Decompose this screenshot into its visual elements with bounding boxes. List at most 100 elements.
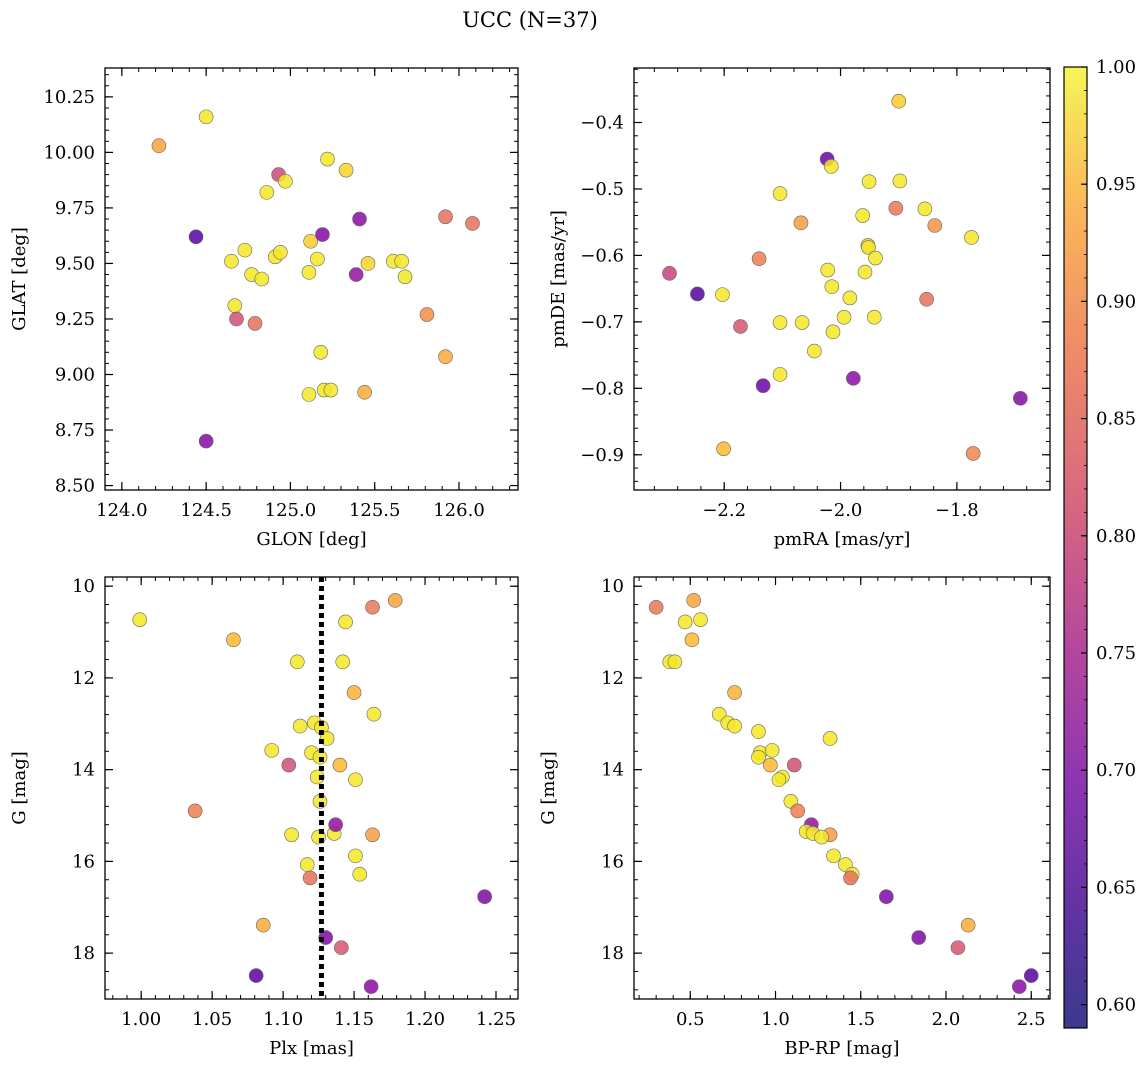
x-tick-label: 2.0 [932,1009,961,1030]
data-point [419,307,435,322]
data-point [763,757,778,773]
colorbar: 0.60 0.65 0.70 0.75 0.80 0.85 0.90 0.95 1.00 [1063,57,1136,1029]
x-tick-label: 125.0 [265,500,317,521]
data-point [917,201,933,217]
data-point [686,593,701,608]
colorbar-tick-label: 0.90 [1096,291,1136,312]
data-point [224,253,239,269]
data-point [836,309,852,325]
y-tick-label: −0.4 [580,112,624,133]
data-point [302,870,318,886]
y-tick-label: 14 [601,760,624,781]
data-point [648,599,664,615]
data-point [861,174,877,189]
y-tick-label: 10.00 [43,142,95,163]
data-point [814,829,829,845]
x-axis-label: pmRA [mas/yr] [774,529,911,550]
data-point [309,769,325,785]
x-tick-label: −2.0 [819,500,863,521]
data-point [292,718,308,734]
data-point [357,384,372,400]
data-point [888,200,904,216]
data-point [320,151,335,167]
data-point [278,173,293,189]
x-tick-label: 0.5 [676,1009,705,1030]
data-point [960,917,976,933]
data-point [284,827,299,843]
data-point [303,233,318,249]
data-point [226,632,241,648]
data-point [1023,968,1039,983]
x-tick-label: −2.2 [702,500,746,521]
y-tick-label: 10 [72,576,95,597]
data-point [879,889,894,905]
data-point [965,446,981,461]
data-point [438,349,453,365]
data-point [394,253,409,269]
y-tick-label: 12 [601,668,624,689]
data-point [352,211,367,227]
y-tick-label: −0.5 [580,179,624,200]
plot-frame [633,67,1051,491]
data-point [323,382,339,398]
data-point [360,256,376,271]
data-point [842,290,858,306]
y-tick-label: −0.8 [580,378,624,399]
data-point [334,940,349,955]
y-tick-label: 12 [72,668,95,689]
data-point [820,262,836,278]
data-point [892,173,908,189]
colorbar-tick-label: 0.70 [1096,760,1136,781]
data-point [772,186,788,201]
colorbar-gradient [1063,66,1088,1029]
data-point [188,229,204,245]
data-point [677,614,693,630]
data-point [198,433,214,449]
data-point [772,315,788,330]
data-point [786,757,802,773]
data-point [301,265,317,280]
scatter-panel-2: −2.2 −2.0 −1.8 −0.9 −0.8 −0.7 −0.6 −0.5 −0.4 pmRA… [548,67,1051,550]
data-point [855,208,870,223]
x-tick-label: 126.0 [433,500,485,521]
y-tick-label: 9.25 [55,309,95,330]
data-point [335,654,351,670]
y-tick-label: −0.7 [580,312,624,333]
data-point [919,291,934,307]
data-point [755,378,771,393]
data-point [667,654,683,670]
data-point [716,441,731,457]
scatter-panel-1: 124.0 124.5 125.0 125.5 126.0 8.50 8.75 9.00 9.2… [9,67,519,550]
y-tick-label: 16 [72,851,95,872]
data-point [727,685,742,700]
data-point [365,827,380,843]
data-point [793,215,809,231]
scatter-panel-4: 0.5 1.0 1.5 2.0 2.5 10 12 14 16 18 BP-RP [mag] G [m… [538,576,1051,1059]
colorbar-tick-label: 0.60 [1096,995,1136,1016]
x-tick-label: 125.5 [349,500,401,521]
colorbar-tick-label: 0.95 [1096,174,1136,195]
data-point [1012,979,1027,994]
data-point [387,593,403,608]
plot-frame [104,67,519,491]
data-point [751,749,766,765]
data-point [237,242,253,258]
data-point [281,757,297,773]
data-point [826,848,841,864]
data-point [301,387,317,402]
data-point [891,93,907,109]
data-point [477,889,492,905]
data-point [227,298,243,313]
data-point [363,979,379,994]
x-tick-label: 1.20 [405,1009,445,1030]
colorbar-tick-label: 0.80 [1096,526,1136,547]
data-point [846,371,861,386]
y-tick-label: 9.00 [55,365,95,386]
data-point [715,287,730,302]
y-tick-label: 10.25 [43,87,95,108]
data-point [843,870,858,886]
data-point [151,138,167,154]
data-point [911,930,927,945]
x-tick-label: 124.0 [96,500,148,521]
